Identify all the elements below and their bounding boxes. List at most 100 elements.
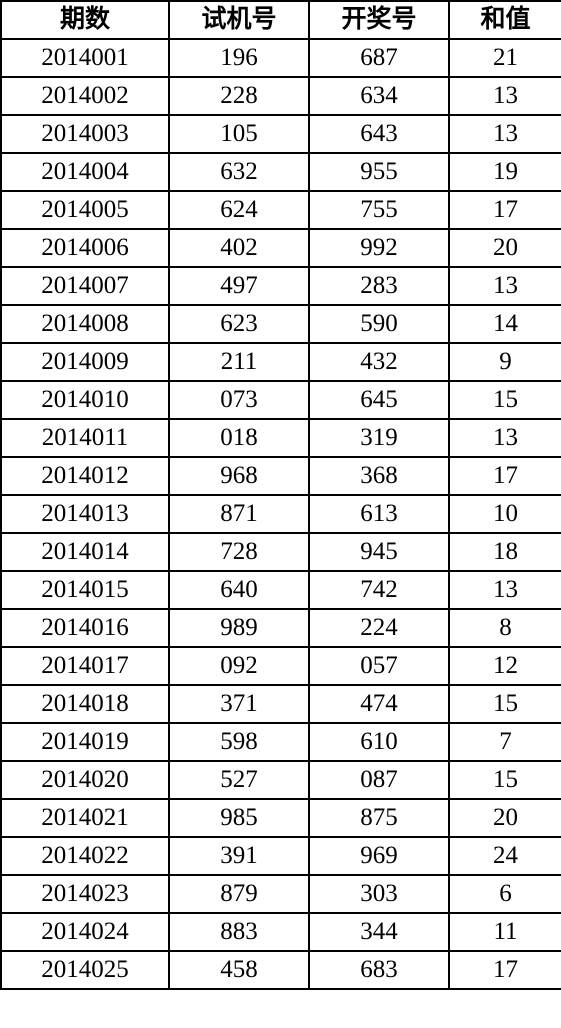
table-cell: 21: [449, 39, 561, 77]
table-cell: 6: [449, 875, 561, 913]
table-cell: 13: [449, 267, 561, 305]
col-header-sum: 和值: [449, 1, 561, 39]
table-cell: 15: [449, 761, 561, 799]
table-cell: 018: [169, 419, 309, 457]
table-cell: 640: [169, 571, 309, 609]
table-cell: 368: [309, 457, 449, 495]
table-cell: 073: [169, 381, 309, 419]
table-cell: 2014022: [1, 837, 169, 875]
table-row: 201402198587520: [1, 799, 561, 837]
table-row: 201400119668721: [1, 39, 561, 77]
table-cell: 9: [449, 343, 561, 381]
table-row: 201401296836817: [1, 457, 561, 495]
table-cell: 20: [449, 799, 561, 837]
table-cell: 10: [449, 495, 561, 533]
table-cell: 057: [309, 647, 449, 685]
table-cell: 7: [449, 723, 561, 761]
table-cell: 683: [309, 951, 449, 989]
table-row: 201401709205712: [1, 647, 561, 685]
table-cell: 598: [169, 723, 309, 761]
table-cell: 645: [309, 381, 449, 419]
table-row: 20140092114329: [1, 343, 561, 381]
table-cell: 985: [169, 799, 309, 837]
table-cell: 968: [169, 457, 309, 495]
table-cell: 2014005: [1, 191, 169, 229]
table-cell: 2014015: [1, 571, 169, 609]
table-cell: 728: [169, 533, 309, 571]
table-cell: 344: [309, 913, 449, 951]
table-cell: 228: [169, 77, 309, 115]
lottery-table: 期数 试机号 开奖号 和值 20140011966872120140022286…: [0, 0, 561, 990]
col-header-trial: 试机号: [169, 1, 309, 39]
table-row: 201402239196924: [1, 837, 561, 875]
table-cell: 497: [169, 267, 309, 305]
table-cell: 2014010: [1, 381, 169, 419]
table-cell: 871: [169, 495, 309, 533]
table-cell: 623: [169, 305, 309, 343]
table-row: 201401101831913: [1, 419, 561, 457]
table-body: 2014001196687212014002228634132014003105…: [1, 39, 561, 989]
table-cell: 303: [309, 875, 449, 913]
table-cell: 15: [449, 685, 561, 723]
table-cell: 402: [169, 229, 309, 267]
table-cell: 955: [309, 153, 449, 191]
table-cell: 12: [449, 647, 561, 685]
table-cell: 087: [309, 761, 449, 799]
table-row: 201400222863413: [1, 77, 561, 115]
table-cell: 527: [169, 761, 309, 799]
table-cell: 15: [449, 381, 561, 419]
table-cell: 105: [169, 115, 309, 153]
table-cell: 687: [309, 39, 449, 77]
table-cell: 2014016: [1, 609, 169, 647]
table-cell: 092: [169, 647, 309, 685]
table-cell: 24: [449, 837, 561, 875]
table-cell: 969: [309, 837, 449, 875]
table-cell: 391: [169, 837, 309, 875]
table-cell: 17: [449, 457, 561, 495]
table-cell: 610: [309, 723, 449, 761]
table-row: 201400640299220: [1, 229, 561, 267]
table-cell: 458: [169, 951, 309, 989]
table-header-row: 期数 试机号 开奖号 和值: [1, 1, 561, 39]
table-row: 201400310564313: [1, 115, 561, 153]
col-header-period: 期数: [1, 1, 169, 39]
table-cell: 2014017: [1, 647, 169, 685]
table-cell: 371: [169, 685, 309, 723]
table-cell: 2014013: [1, 495, 169, 533]
table-cell: 992: [309, 229, 449, 267]
table-cell: 2014025: [1, 951, 169, 989]
table-cell: 2014003: [1, 115, 169, 153]
table-cell: 18: [449, 533, 561, 571]
table-cell: 989: [169, 609, 309, 647]
table-cell: 19: [449, 153, 561, 191]
table-cell: 879: [169, 875, 309, 913]
table-cell: 875: [309, 799, 449, 837]
table-cell: 624: [169, 191, 309, 229]
table-cell: 945: [309, 533, 449, 571]
table-cell: 224: [309, 609, 449, 647]
table-cell: 2014024: [1, 913, 169, 951]
table-cell: 474: [309, 685, 449, 723]
table-cell: 2014014: [1, 533, 169, 571]
table-cell: 755: [309, 191, 449, 229]
table-cell: 2014019: [1, 723, 169, 761]
table-cell: 196: [169, 39, 309, 77]
table-cell: 2014002: [1, 77, 169, 115]
table-cell: 20: [449, 229, 561, 267]
col-header-draw: 开奖号: [309, 1, 449, 39]
table-cell: 2014020: [1, 761, 169, 799]
table-cell: 319: [309, 419, 449, 457]
table-row: 201400749728313: [1, 267, 561, 305]
table-cell: 11: [449, 913, 561, 951]
table-cell: 2014006: [1, 229, 169, 267]
table-cell: 14: [449, 305, 561, 343]
table-cell: 17: [449, 191, 561, 229]
table-row: 201400562475517: [1, 191, 561, 229]
table-cell: 8: [449, 609, 561, 647]
table-row: 201401564074213: [1, 571, 561, 609]
table-row: 201401472894518: [1, 533, 561, 571]
table-cell: 634: [309, 77, 449, 115]
table-cell: 13: [449, 419, 561, 457]
table-cell: 432: [309, 343, 449, 381]
table-cell: 643: [309, 115, 449, 153]
